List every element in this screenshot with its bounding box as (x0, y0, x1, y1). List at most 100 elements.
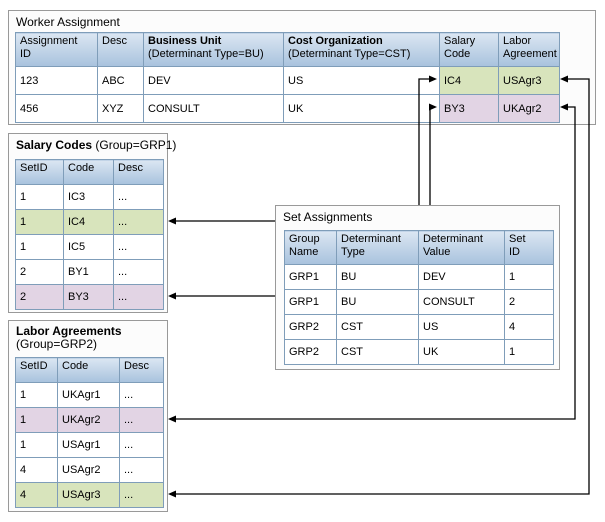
cell-determinant-type: BU (336, 264, 419, 290)
cell-desc: ... (113, 209, 164, 235)
set-assignments-title: Set Assignments (283, 210, 373, 224)
worker-assignment-table: Assignment ID Desc Business Unit (Determ… (15, 32, 560, 123)
cell-code: UKAgr2 (57, 407, 120, 433)
worker-assignment-header-row: Assignment ID Desc Business Unit (Determ… (15, 32, 560, 67)
worker-assignment-title: Worker Assignment (16, 15, 120, 29)
cell-setid: 1 (15, 407, 58, 433)
set-assignments-row: GRP1 BU CONSULT 2 (284, 289, 554, 315)
labor-agreements-table: SetID Code Desc 1 UKAgr1 ... 1 UKAgr2 ..… (15, 357, 164, 508)
salary-codes-row: 1 IC3 ... (15, 184, 164, 210)
col-header-labor-agreement: Labor Agreement (498, 32, 560, 67)
set-assignments-row: GRP1 BU DEV 1 (284, 264, 554, 290)
salary-codes-table: SetID Code Desc 1 IC3 ... 1 IC4 ... 1 IC… (15, 159, 164, 310)
col-header-desc: Desc (113, 159, 164, 185)
col-header-cost-organization: Cost Organization (Determinant Type=CST) (283, 32, 440, 67)
cell-desc: ABC (97, 66, 144, 95)
worker-assignment-panel: Worker Assignment Assignment ID Desc Bus… (8, 10, 596, 125)
cell-set-id: 1 (504, 339, 554, 365)
col-header-business-unit: Business Unit (Determinant Type=BU) (143, 32, 284, 67)
cell-desc: ... (119, 382, 164, 408)
cell-desc: ... (119, 432, 164, 458)
salary-codes-header-row: SetID Code Desc (15, 159, 164, 185)
cell-group-name: GRP2 (284, 339, 337, 365)
salary-codes-panel: Salary Codes (Group=GRP1) SetID Code Des… (8, 133, 177, 313)
labor-agreements-header-row: SetID Code Desc (15, 357, 164, 383)
cell-determinant-type: CST (336, 339, 419, 365)
set-assignments-panel: Set Assignments Group Name Determinant T… (275, 205, 560, 370)
cell-group-name: GRP2 (284, 314, 337, 340)
cell-labor-agreement: UKAgr2 (498, 94, 560, 123)
cell-code: USAgr3 (57, 482, 120, 508)
cell-code: IC3 (63, 184, 114, 210)
cell-set-id: 1 (504, 264, 554, 290)
arrowhead-left-icon (168, 490, 176, 498)
worker-assignment-row: 456 XYZ CONSULT UK BY3 UKAgr2 (15, 94, 560, 123)
salary-codes-row: 1 IC5 ... (15, 234, 164, 260)
cell-desc: ... (113, 184, 164, 210)
labor-agreements-row: 1 USAgr1 ... (15, 432, 164, 458)
cell-code: IC4 (63, 209, 114, 235)
col-header-setid: SetID (15, 159, 64, 185)
col-header-set-id: Set ID (504, 230, 554, 265)
cell-setid: 1 (15, 432, 58, 458)
salary-codes-row: 1 IC4 ... (15, 209, 164, 235)
cell-desc: ... (119, 457, 164, 483)
col-header-determinant-type: Determinant Type (336, 230, 419, 265)
col-header-assignment-id: Assignment ID (15, 32, 98, 67)
col-header-code: Code (63, 159, 114, 185)
labor-agreements-row: 4 USAgr3 ... (15, 482, 164, 508)
labor-agreements-title: Labor Agreements (Group=GRP2) (16, 324, 122, 351)
set-assignments-row: GRP2 CST US 4 (284, 314, 554, 340)
labor-agreements-row: 4 USAgr2 ... (15, 457, 164, 483)
col-header-determinant-value: Determinant Value (418, 230, 505, 265)
cell-set-id: 2 (504, 289, 554, 315)
cell-salary-code: BY3 (439, 94, 499, 123)
labor-agreements-panel: Labor Agreements (Group=GRP2) SetID Code… (8, 320, 168, 512)
cell-code: IC5 (63, 234, 114, 260)
cell-setid: 1 (15, 234, 64, 260)
cell-labor-agreement: USAgr3 (498, 66, 560, 95)
col-header-salary-code: Salary Code (439, 32, 499, 67)
cell-group-name: GRP1 (284, 289, 337, 315)
arrowhead-left-icon (168, 292, 176, 300)
cell-setid: 2 (15, 259, 64, 285)
cell-code: USAgr1 (57, 432, 120, 458)
col-header-setid: SetID (15, 357, 58, 383)
cell-code: BY3 (63, 284, 114, 310)
cell-setid: 1 (15, 184, 64, 210)
salary-codes-row: 2 BY3 ... (15, 284, 164, 310)
cell-determinant-value: CONSULT (418, 289, 505, 315)
cell-determinant-type: BU (336, 289, 419, 315)
cell-setid: 4 (15, 457, 58, 483)
cell-setid: 2 (15, 284, 64, 310)
set-assignments-row: GRP2 CST UK 1 (284, 339, 554, 365)
set-assignments-table: Group Name Determinant Type Determinant … (284, 230, 554, 365)
col-header-code: Code (57, 357, 120, 383)
cell-desc: ... (113, 284, 164, 310)
col-header-desc: Desc (119, 357, 164, 383)
cell-desc: ... (113, 234, 164, 260)
cell-desc: ... (113, 259, 164, 285)
cell-cost-organization: UK (283, 94, 440, 123)
cell-group-name: GRP1 (284, 264, 337, 290)
arrowhead-left-icon (168, 217, 176, 225)
cell-desc: ... (119, 407, 164, 433)
cell-setid: 1 (15, 382, 58, 408)
cell-determinant-value: US (418, 314, 505, 340)
col-header-group-name: Group Name (284, 230, 337, 265)
cell-salary-code: IC4 (439, 66, 499, 95)
cell-business-unit: DEV (143, 66, 284, 95)
labor-agreements-row: 1 UKAgr2 ... (15, 407, 164, 433)
col-header-desc: Desc (97, 32, 144, 67)
cell-cost-organization: US (283, 66, 440, 95)
salary-codes-title: Salary Codes (Group=GRP1) (16, 138, 177, 152)
cell-assignment-id: 123 (15, 66, 98, 95)
cell-determinant-value: DEV (418, 264, 505, 290)
cell-set-id: 4 (504, 314, 554, 340)
arrowhead-left-icon (168, 415, 176, 423)
cell-business-unit: CONSULT (143, 94, 284, 123)
cell-desc: XYZ (97, 94, 144, 123)
cell-setid: 4 (15, 482, 58, 508)
cell-determinant-type: CST (336, 314, 419, 340)
